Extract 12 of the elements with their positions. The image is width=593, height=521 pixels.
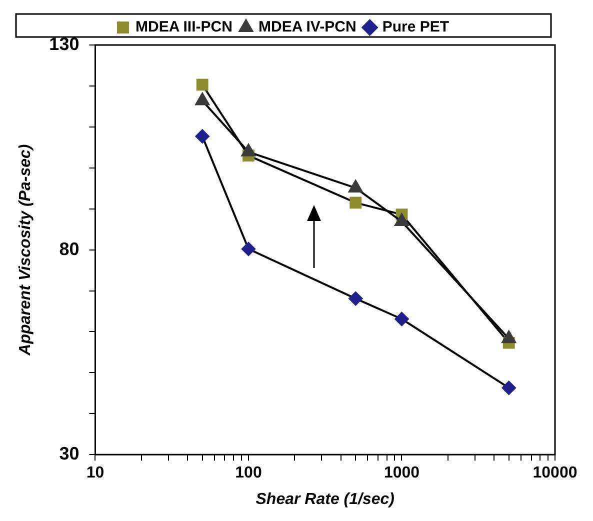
x-axis-title: Shear Rate (1/sec) bbox=[256, 490, 394, 508]
y-tick-label: 80 bbox=[59, 238, 80, 259]
y-tick-label: 130 bbox=[49, 34, 80, 54]
legend-label: Pure PET bbox=[382, 18, 450, 36]
legend-label: MDEA IV-PCN bbox=[258, 18, 356, 36]
y-axis-title: Apparent Viscosity (Pa-sec) bbox=[17, 144, 34, 356]
x-tick-label: 10 bbox=[86, 464, 104, 482]
x-tick-label: 10000 bbox=[532, 464, 578, 482]
x-tick-label: 1000 bbox=[384, 464, 420, 482]
y-tick-label: 30 bbox=[59, 444, 80, 464]
x-tick-label: 100 bbox=[235, 464, 262, 482]
legend-label: MDEA III-PCN bbox=[135, 18, 232, 36]
